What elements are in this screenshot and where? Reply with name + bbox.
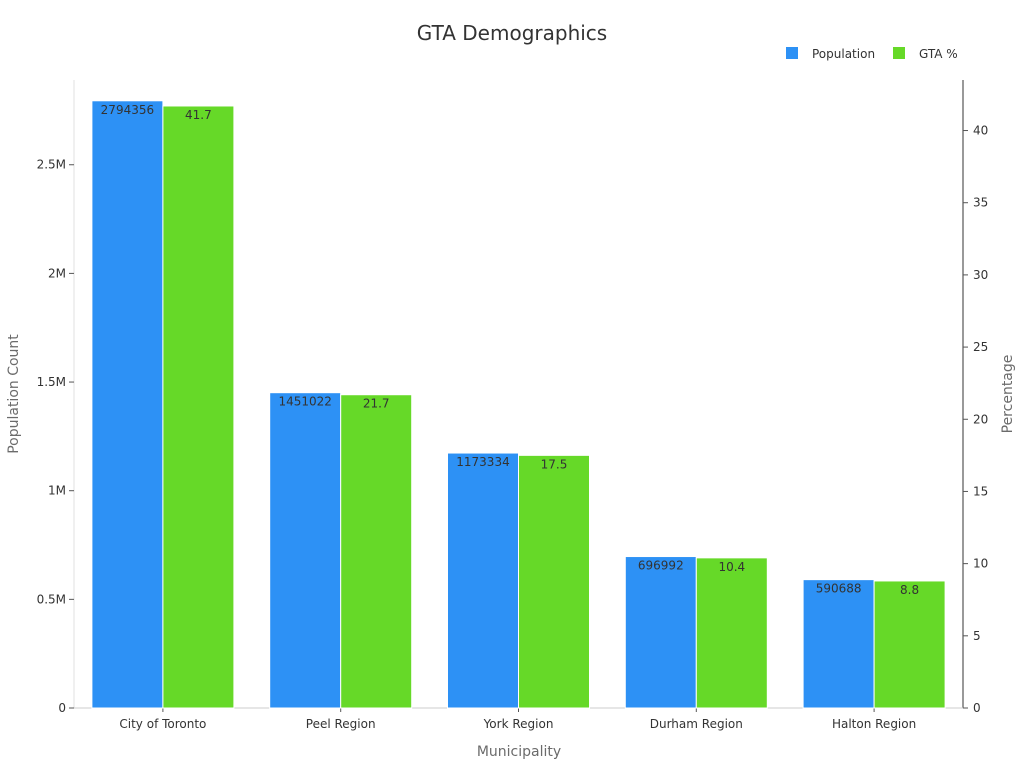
- x-tick-label: Peel Region: [306, 717, 376, 731]
- y-left-tick-label: 2.5M: [37, 158, 66, 172]
- data-label-population: 590688: [816, 582, 862, 596]
- y-right-tick-label: 10: [973, 557, 988, 571]
- legend-swatch: [893, 47, 905, 59]
- bars: [91, 100, 946, 709]
- y-left-tick-label: 0.5M: [37, 592, 66, 606]
- y-left-tick-label: 0: [58, 701, 66, 715]
- bar-gta-percent: [340, 394, 413, 709]
- bar-gta-percent: [162, 105, 235, 709]
- y-axis-left-label: Population Count: [6, 334, 22, 454]
- data-label-gta-percent: 10.4: [718, 560, 745, 574]
- y-right-tick-label: 25: [973, 340, 988, 354]
- y-right-tick-label: 15: [973, 484, 988, 498]
- bar-population: [269, 392, 342, 709]
- data-label-population: 1451022: [278, 395, 331, 409]
- x-axis-label: Municipality: [477, 744, 561, 760]
- legend-swatch: [786, 47, 798, 59]
- x-tick-label: Halton Region: [832, 717, 916, 731]
- data-label-population: 696992: [638, 559, 684, 573]
- y-right-tick-label: 0: [973, 701, 981, 715]
- data-label-population: 1173334: [456, 455, 509, 469]
- y-right-tick-label: 35: [973, 196, 988, 210]
- legend-label: GTA %: [919, 47, 958, 61]
- data-label-population: 2794356: [101, 103, 154, 117]
- y-left-tick-label: 1M: [48, 484, 66, 498]
- data-label-gta-percent: 8.8: [900, 583, 919, 597]
- bar-gta-percent: [695, 557, 768, 709]
- bar-gta-percent: [873, 580, 946, 709]
- legend: Population GTA %: [786, 47, 958, 61]
- y-right-tick-label: 5: [973, 629, 981, 643]
- axes: 0 0.5M 1M 1.5M 2M 2.5M 0 5 10 15 20 25 30 35 40 City of…: [37, 80, 988, 731]
- chart-title: GTA Demographics: [417, 21, 607, 45]
- data-labels: 2794356 41.7 1451022 21.7 1173334 17.5 696992 1…: [101, 103, 919, 597]
- y-axis-right-label: Percentage: [1000, 355, 1016, 434]
- data-label-gta-percent: 17.5: [541, 457, 568, 471]
- bar-population: [447, 452, 519, 709]
- y-right-tick-label: 20: [973, 412, 988, 426]
- y-right-tick-label: 40: [973, 124, 988, 138]
- x-tick-label: York Region: [483, 717, 554, 731]
- legend-label: Population: [812, 47, 875, 61]
- x-tick-label: City of Toronto: [119, 717, 206, 731]
- y-left-tick-label: 1.5M: [37, 375, 66, 389]
- y-left-tick-label: 2M: [48, 266, 66, 280]
- bar-population: [91, 100, 164, 709]
- bar-population: [802, 579, 875, 709]
- data-label-gta-percent: 41.7: [185, 108, 212, 122]
- x-tick-label: Durham Region: [650, 717, 743, 731]
- bar-population: [624, 556, 697, 709]
- y-right-tick-label: 30: [973, 268, 988, 282]
- data-label-gta-percent: 21.7: [363, 397, 390, 411]
- bar-gta-percent: [518, 454, 590, 709]
